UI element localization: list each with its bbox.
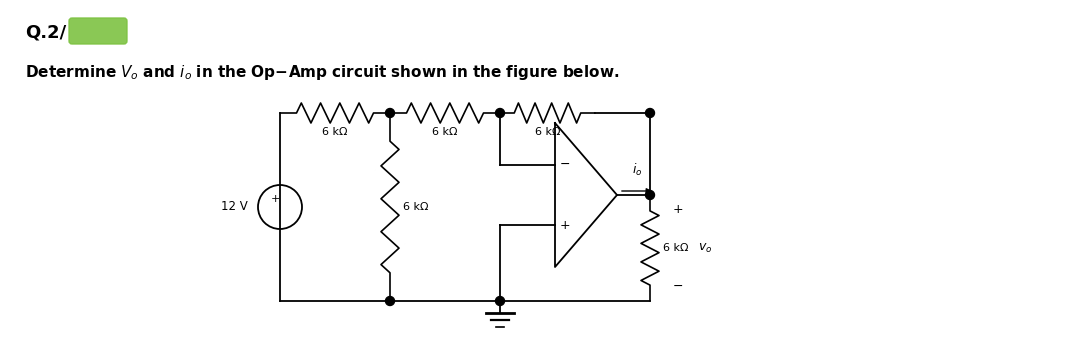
Circle shape — [385, 108, 395, 118]
Text: +: + — [270, 194, 280, 204]
Text: 6 kΩ: 6 kΩ — [404, 202, 428, 212]
Text: 6 kΩ: 6 kΩ — [535, 127, 561, 137]
Text: $\mathbf{Determine\ }$$\mathbf{\it{V_o}}$$\mathbf{\ and\ }$$\mathbf{\it{i_o}}$$\: $\mathbf{Determine\ }$$\mathbf{\it{V_o}}… — [25, 63, 619, 82]
FancyBboxPatch shape — [69, 18, 127, 44]
Text: 12 V: 12 V — [222, 201, 247, 214]
Circle shape — [646, 108, 654, 118]
Circle shape — [496, 297, 505, 305]
Text: Q.2/: Q.2/ — [25, 23, 67, 41]
Text: 6 kΩ: 6 kΩ — [322, 127, 348, 137]
Text: +: + — [560, 219, 570, 232]
Circle shape — [646, 191, 654, 199]
Text: 6 kΩ: 6 kΩ — [433, 127, 457, 137]
Text: $v_o$: $v_o$ — [698, 241, 712, 255]
Text: −: − — [560, 158, 570, 171]
Text: 6 kΩ: 6 kΩ — [663, 243, 689, 253]
Circle shape — [385, 297, 395, 305]
Text: +: + — [672, 203, 683, 216]
Circle shape — [496, 108, 505, 118]
Text: −: − — [672, 280, 683, 293]
Text: $i_o$: $i_o$ — [632, 162, 642, 178]
